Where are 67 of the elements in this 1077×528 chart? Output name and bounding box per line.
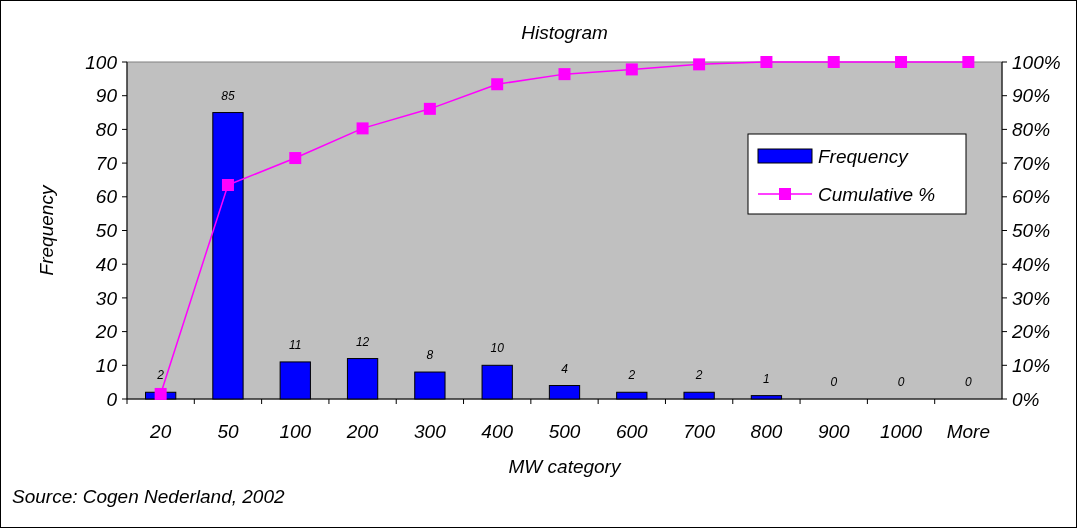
y-tick-label: 30 (95, 287, 118, 309)
y2-tick-label: 70% (1012, 152, 1051, 174)
point (289, 152, 302, 165)
point (491, 78, 504, 91)
y-tick-label: 10 (95, 354, 118, 376)
source-note: Source: Cogen Nederland, 2002 (12, 486, 285, 507)
point (423, 102, 436, 115)
y-tick-label: 20 (94, 321, 118, 343)
y2-tick-label: 50% (1012, 220, 1051, 242)
data-label: 0 (830, 375, 838, 389)
y2-tick-label: 60% (1012, 186, 1051, 208)
data-label: 10 (490, 341, 505, 356)
point (221, 179, 234, 192)
y-axis-title: Frequency (36, 184, 57, 276)
x-tick-label: 20 (149, 421, 172, 442)
x-tick-label: 900 (817, 421, 851, 442)
y2-tick-label: 30% (1012, 287, 1051, 309)
chart-title: Histogram (521, 22, 608, 43)
x-tick-label: 700 (683, 421, 716, 442)
data-label: 1 (763, 371, 770, 386)
y2-tick-label: 10% (1012, 354, 1051, 376)
y2-tick-label: 40% (1012, 253, 1051, 275)
x-tick-label: 100 (279, 421, 312, 442)
point (356, 122, 369, 135)
y-tick-label: 40 (95, 253, 118, 275)
y-tick-label: 90 (95, 85, 118, 107)
x-tick-label: 500 (548, 421, 581, 442)
x-axis-title: MW category (508, 456, 622, 477)
point (693, 58, 706, 71)
data-label: 12 (355, 334, 370, 349)
y2-tick-label: 0% (1012, 388, 1040, 410)
x-tick-label: 50 (217, 421, 239, 442)
y2-tick-label: 100% (1012, 51, 1061, 73)
y-tick-label: 80 (95, 119, 118, 141)
point (558, 68, 571, 81)
data-label: 4 (561, 361, 569, 376)
data-label: 11 (289, 337, 302, 352)
y-tick-label: 60 (95, 186, 118, 208)
data-label: 85 (221, 88, 235, 103)
data-label: 2 (156, 368, 165, 383)
y2-tick-label: 90% (1012, 85, 1051, 107)
x-tick-label: 800 (750, 421, 783, 442)
point (827, 56, 840, 68)
data-label: 8 (426, 348, 434, 363)
point (962, 56, 975, 68)
x-tick-label: 600 (615, 421, 649, 442)
y2-tick-label: 20% (1011, 321, 1051, 343)
y2-tick-label: 80% (1012, 119, 1051, 141)
point (625, 63, 638, 76)
x-tick-label: 300 (414, 421, 447, 442)
y-tick-label: 100 (85, 51, 118, 73)
point (760, 56, 773, 68)
point (895, 56, 908, 68)
point (154, 387, 167, 400)
data-label: 2 (694, 368, 703, 383)
data-label: 2 (627, 368, 636, 383)
x-tick-label: 1000 (879, 421, 923, 442)
data-label: 0 (965, 375, 972, 389)
legend-label: Cumulative % (818, 183, 936, 205)
data-label: 0 (897, 375, 905, 389)
y-tick-label: 70 (95, 152, 118, 174)
y-tick-label: 0 (106, 388, 118, 410)
x-tick-label: 400 (481, 421, 514, 442)
x-tick-label: More (946, 421, 990, 442)
y-tick-label: 50 (95, 220, 118, 242)
legend-label: Frequency (818, 145, 910, 167)
x-tick-label: 200 (345, 421, 379, 442)
